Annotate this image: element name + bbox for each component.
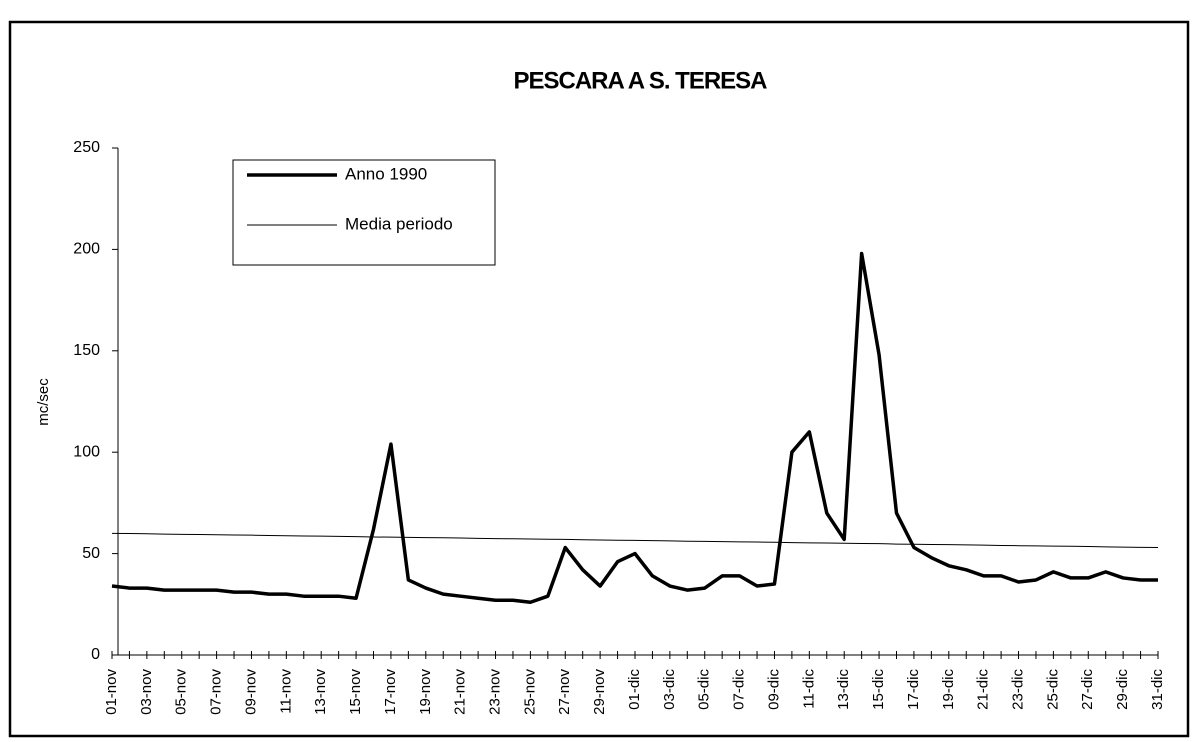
- x-tick-label: 07-nov: [208, 669, 225, 715]
- x-tick-label: 09-dic: [765, 669, 782, 710]
- x-tick-label: 23-nov: [487, 669, 504, 715]
- x-tick-label: 21-dic: [975, 669, 992, 710]
- legend-box: [232, 159, 496, 266]
- x-tick-label: 21-nov: [452, 669, 469, 715]
- x-tick-label: 09-nov: [242, 669, 259, 715]
- x-tick-label: 07-dic: [731, 669, 748, 710]
- x-tick-label: 17-dic: [905, 669, 922, 710]
- x-tick-label: 11-dic: [800, 669, 817, 709]
- x-tick-label: 29-nov: [591, 669, 608, 715]
- x-tick-label: 13-nov: [312, 669, 329, 715]
- legend-label: Media periodo: [345, 214, 453, 233]
- x-tick-label: 19-dic: [940, 669, 957, 710]
- x-tick-label: 27-dic: [1079, 669, 1096, 710]
- x-tick-label: 15-dic: [870, 669, 887, 710]
- series-line: [111, 251, 1158, 605]
- x-tick-label: 19-nov: [417, 669, 434, 715]
- x-tick-label: 11-nov: [277, 669, 294, 714]
- legend-label: Anno 1990: [345, 164, 427, 183]
- x-tick-label: 03-nov: [138, 669, 155, 715]
- x-tick-label: 27-nov: [556, 669, 573, 715]
- y-tick-label: 50: [82, 545, 100, 562]
- x-tick-label: 25-nov: [521, 669, 538, 715]
- x-tick-label: 25-dic: [1044, 669, 1061, 710]
- x-tick-label: 13-dic: [835, 669, 852, 710]
- x-tick-label: 17-nov: [382, 669, 399, 715]
- y-tick-label: 200: [73, 241, 100, 258]
- chart-title: PESCARA A S. TERESA: [513, 67, 767, 94]
- x-tick-label: 29-dic: [1114, 669, 1131, 710]
- y-axis-label: mc/sec: [35, 378, 52, 426]
- x-tick-label: 05-dic: [696, 669, 713, 710]
- series-line: [111, 532, 1159, 549]
- y-tick-label: 0: [91, 646, 100, 663]
- y-tick-label: 250: [73, 139, 100, 156]
- chart-frame: [8, 20, 1190, 738]
- x-tick-label: 03-dic: [661, 669, 678, 710]
- x-tick-label: 01-dic: [626, 669, 643, 710]
- y-tick-label: 100: [73, 443, 100, 460]
- x-tick-label: 01-nov: [103, 669, 120, 715]
- x-tick-label: 15-nov: [347, 669, 364, 715]
- y-tick-label: 150: [73, 342, 100, 359]
- x-tick-label: 23-dic: [1010, 669, 1027, 710]
- x-tick-label: 05-nov: [173, 669, 190, 715]
- x-tick-label: 31-dic: [1149, 669, 1166, 710]
